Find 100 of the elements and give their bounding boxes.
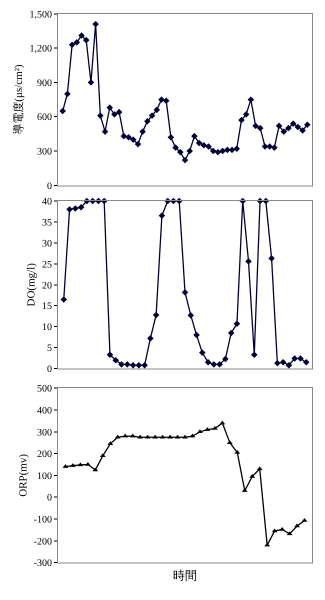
point: [280, 128, 288, 135]
point: [134, 140, 142, 148]
point: [152, 312, 160, 318]
point: [228, 146, 236, 154]
y-tick-label: 20: [42, 280, 52, 292]
point: [82, 36, 90, 44]
point: [78, 462, 84, 466]
point: [141, 362, 148, 368]
y-axis-title: 導電度(μs/cm²): [12, 64, 26, 135]
point: [172, 144, 179, 151]
y-tick-label: 25: [42, 259, 52, 270]
point: [88, 79, 94, 86]
point: [291, 355, 298, 362]
x-axis-title: 時間: [173, 568, 197, 583]
point: [191, 132, 198, 140]
point: [224, 146, 231, 154]
point: [66, 206, 73, 213]
point: [124, 361, 131, 368]
point: [210, 361, 218, 368]
y-tick-label: 500: [37, 384, 52, 395]
point: [251, 352, 258, 358]
point: [294, 124, 302, 130]
point: [64, 90, 71, 98]
point: [200, 142, 208, 149]
y-tick-label: 1,500: [30, 9, 52, 20]
point: [136, 362, 142, 368]
point: [168, 134, 174, 141]
point: [302, 359, 310, 366]
y-tick-label: 0: [47, 492, 52, 504]
y-tick-label: 300: [37, 427, 52, 438]
point: [242, 111, 250, 118]
point: [154, 106, 160, 114]
y-tick-label: 10: [42, 322, 52, 334]
y-tick-label: 100: [37, 470, 52, 482]
y-tick-label: 35: [42, 217, 52, 228]
point: [177, 148, 184, 156]
point: [216, 361, 223, 368]
y-tick-label: 15: [42, 301, 52, 312]
point: [186, 148, 193, 154]
point: [257, 124, 264, 132]
point: [158, 96, 165, 103]
point: [238, 116, 245, 124]
point: [297, 355, 304, 362]
point: [148, 112, 156, 119]
y-axis-title: DO(mg/l): [26, 262, 38, 306]
point: [204, 359, 212, 366]
point: [158, 212, 166, 219]
point: [205, 143, 212, 150]
point: [228, 330, 234, 336]
y-tick-label: 300: [37, 146, 52, 158]
point: [182, 156, 188, 164]
point: [182, 289, 188, 296]
point: [130, 362, 136, 368]
point: [299, 127, 306, 134]
point: [199, 349, 206, 356]
point: [276, 122, 282, 130]
point: [193, 332, 200, 338]
y-axis-title: ORP(mv): [17, 454, 30, 497]
point: [162, 97, 170, 104]
point: [130, 136, 137, 143]
point: [290, 120, 296, 127]
point: [280, 359, 286, 366]
point: [78, 32, 85, 39]
point: [274, 360, 281, 366]
point: [68, 41, 76, 48]
point: [286, 531, 292, 536]
point: [74, 39, 80, 46]
y-tick-label: 1,200: [30, 44, 52, 55]
y-tick-label: 0: [47, 364, 52, 376]
point: [72, 205, 79, 212]
point: [266, 143, 273, 150]
y-tick-label: -300: [34, 558, 52, 570]
point: [106, 352, 114, 358]
point: [304, 121, 311, 128]
point: [222, 356, 229, 362]
point: [116, 108, 122, 116]
y-tick-label: 600: [37, 112, 52, 124]
y-tick-label: 200: [37, 449, 52, 460]
point: [214, 148, 222, 156]
point: [268, 255, 275, 262]
y-tick-label: 40: [42, 196, 52, 208]
point: [144, 118, 151, 125]
point: [111, 111, 118, 118]
point: [106, 104, 113, 111]
point: [59, 108, 66, 114]
y-tick-label: 0: [47, 180, 52, 192]
point: [125, 134, 132, 141]
point: [197, 429, 203, 434]
y-tick-label: -200: [34, 536, 52, 548]
point: [78, 204, 84, 211]
point: [219, 148, 226, 154]
point: [118, 361, 125, 368]
point: [285, 124, 292, 132]
point: [271, 144, 278, 151]
point: [196, 140, 202, 146]
point: [139, 128, 146, 135]
point: [92, 20, 99, 28]
y-tick-label: 5: [47, 343, 52, 354]
point: [97, 112, 104, 119]
y-tick-label: -100: [34, 514, 52, 526]
